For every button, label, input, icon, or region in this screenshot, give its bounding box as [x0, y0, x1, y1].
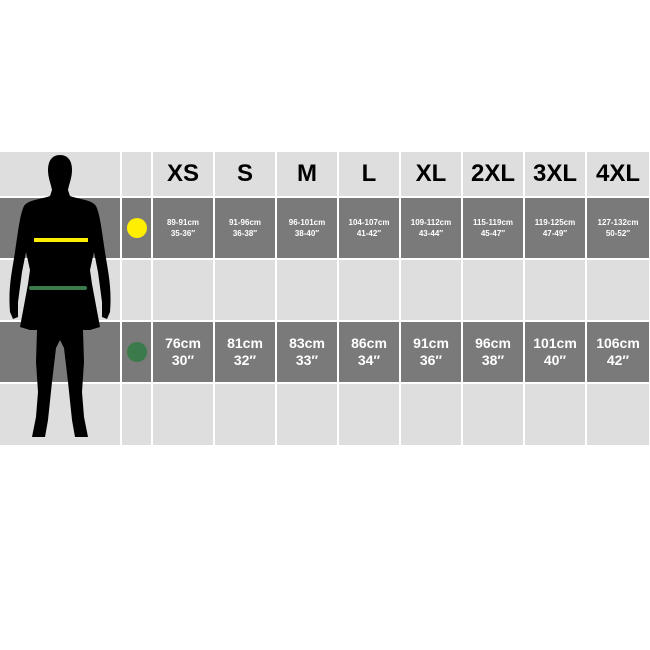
waist-cm: 106cm — [596, 335, 640, 351]
indicator-cell — [122, 198, 151, 258]
size-cell — [215, 260, 275, 320]
size-cell: 3XL — [525, 152, 585, 196]
size-cell: 115-119cm 45-47″ — [463, 198, 523, 258]
size-cell — [215, 384, 275, 445]
size-cell — [587, 384, 649, 445]
size-header: XL — [415, 160, 447, 187]
chest-cm: 127-132cm — [597, 218, 639, 227]
size-cell: 104-107cm 41-42″ — [339, 198, 399, 258]
waist-inches: 33″ — [295, 352, 319, 368]
size-cell: L — [339, 152, 399, 196]
size-cell — [401, 384, 461, 445]
size-cell: 109-112cm 43-44″ — [401, 198, 461, 258]
size-cell — [339, 384, 399, 445]
size-cell: XL — [401, 152, 461, 196]
size-cell: 81cm 32″ — [215, 322, 275, 382]
size-cell — [463, 384, 523, 445]
waist-cm: 86cm — [351, 335, 387, 351]
waist-inches: 30″ — [171, 352, 195, 368]
size-cell: 96cm 38″ — [463, 322, 523, 382]
silhouette-icon — [9, 155, 111, 437]
size-cell: 76cm 30″ — [153, 322, 213, 382]
size-cell: 96-101cm 38-40″ — [277, 198, 337, 258]
size-cell: 83cm 33″ — [277, 322, 337, 382]
chest-cm: 104-107cm — [348, 218, 390, 227]
chest-inches: 43-44″ — [418, 229, 444, 238]
chest-cm: 89-91cm — [166, 218, 200, 227]
indicator-cell — [122, 260, 151, 320]
size-cell: 89-91cm 35-36″ — [153, 198, 213, 258]
size-cell — [401, 260, 461, 320]
size-cell: 101cm 40″ — [525, 322, 585, 382]
size-cell: 2XL — [463, 152, 523, 196]
waist-inches: 40″ — [543, 352, 567, 368]
size-cell — [525, 260, 585, 320]
indicator-cell — [122, 152, 151, 196]
waist-inches: 34″ — [357, 352, 381, 368]
size-cell — [463, 260, 523, 320]
size-cell — [153, 384, 213, 445]
waist-cm: 91cm — [413, 335, 449, 351]
waist-inches: 38″ — [481, 352, 505, 368]
chest-cm: 119-125cm — [534, 218, 576, 227]
chest-inches: 41-42″ — [356, 229, 382, 238]
size-cell — [525, 384, 585, 445]
size-cell — [277, 260, 337, 320]
size-cell — [153, 260, 213, 320]
size-cell — [587, 260, 649, 320]
size-header: 4XL — [595, 160, 640, 187]
figure-band — [0, 384, 120, 445]
waist-inches: 36″ — [419, 352, 443, 368]
indicator-cell — [122, 384, 151, 445]
chest-inches: 35-36″ — [170, 229, 196, 238]
size-cell: XS — [153, 152, 213, 196]
chest-inches: 50-52″ — [605, 229, 631, 238]
size-header: 2XL — [470, 160, 515, 187]
waist-measure-line — [29, 286, 87, 290]
chest-cm: 91-96cm — [228, 218, 262, 227]
size-header: M — [297, 160, 317, 187]
chest-measure-line — [34, 238, 88, 242]
waist-cm: 96cm — [475, 335, 511, 351]
size-cell: 4XL — [587, 152, 649, 196]
waist-inches: 42″ — [606, 352, 630, 368]
waist-inches: 32″ — [233, 352, 257, 368]
size-cell: 127-132cm 50-52″ — [587, 198, 649, 258]
waist-cm: 76cm — [165, 335, 201, 351]
chest-cm: 109-112cm — [410, 218, 452, 227]
waist-cm: 101cm — [533, 335, 577, 351]
chest-indicator-dot — [126, 218, 147, 238]
chest-inches: 47-49″ — [542, 229, 568, 238]
size-cell: 91cm 36″ — [401, 322, 461, 382]
size-cell: 119-125cm 47-49″ — [525, 198, 585, 258]
size-cell: 106cm 42″ — [587, 322, 649, 382]
size-cell — [277, 384, 337, 445]
size-cell: 91-96cm 36-38″ — [215, 198, 275, 258]
indicator-cell — [122, 322, 151, 382]
chest-inches: 36-38″ — [232, 229, 258, 238]
chest-inches: 38-40″ — [294, 229, 320, 238]
body-silhouette — [9, 155, 111, 437]
size-header: XS — [166, 160, 199, 187]
size-cell — [339, 260, 399, 320]
chest-inches: 45-47″ — [480, 229, 506, 238]
size-cell: S — [215, 152, 275, 196]
chest-cm: 96-101cm — [288, 218, 326, 227]
size-header: 3XL — [532, 160, 577, 187]
size-cell: M — [277, 152, 337, 196]
waist-indicator-dot — [126, 342, 147, 362]
waist-cm: 81cm — [227, 335, 263, 351]
waist-cm: 83cm — [289, 335, 325, 351]
size-header: L — [361, 160, 377, 187]
size-cell: 86cm 34″ — [339, 322, 399, 382]
size-header: S — [236, 160, 253, 187]
chest-cm: 115-119cm — [472, 218, 514, 227]
